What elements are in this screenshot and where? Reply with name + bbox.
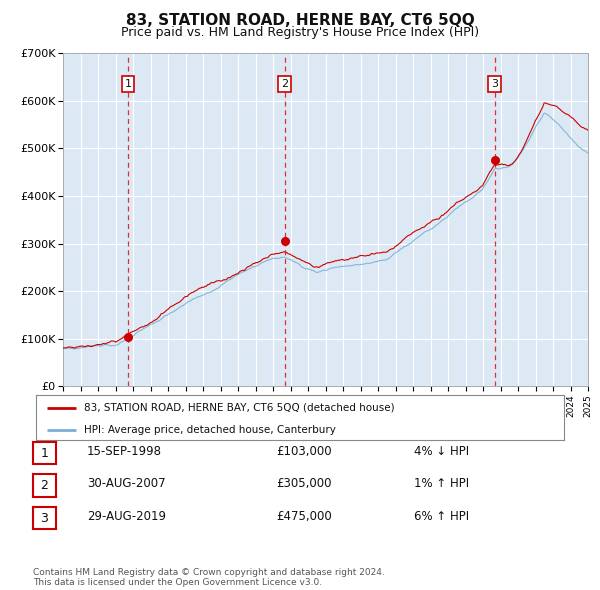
Text: 1: 1 xyxy=(40,447,49,460)
Text: 2: 2 xyxy=(281,79,288,89)
Text: 83, STATION ROAD, HERNE BAY, CT6 5QQ: 83, STATION ROAD, HERNE BAY, CT6 5QQ xyxy=(125,13,475,28)
Text: 3: 3 xyxy=(491,79,498,89)
Text: 29-AUG-2019: 29-AUG-2019 xyxy=(87,510,166,523)
Text: £305,000: £305,000 xyxy=(276,477,331,490)
Text: 1% ↑ HPI: 1% ↑ HPI xyxy=(414,477,469,490)
Text: 30-AUG-2007: 30-AUG-2007 xyxy=(87,477,166,490)
Text: HPI: Average price, detached house, Canterbury: HPI: Average price, detached house, Cant… xyxy=(83,425,335,435)
Text: Contains HM Land Registry data © Crown copyright and database right 2024.
This d: Contains HM Land Registry data © Crown c… xyxy=(33,568,385,587)
Text: 1: 1 xyxy=(124,79,131,89)
Text: Price paid vs. HM Land Registry's House Price Index (HPI): Price paid vs. HM Land Registry's House … xyxy=(121,26,479,39)
Text: 15-SEP-1998: 15-SEP-1998 xyxy=(87,445,162,458)
Text: 2: 2 xyxy=(40,479,49,492)
Text: £475,000: £475,000 xyxy=(276,510,332,523)
Text: 83, STATION ROAD, HERNE BAY, CT6 5QQ (detached house): 83, STATION ROAD, HERNE BAY, CT6 5QQ (de… xyxy=(83,403,394,412)
Text: 3: 3 xyxy=(40,512,49,525)
Text: 4% ↓ HPI: 4% ↓ HPI xyxy=(414,445,469,458)
Text: 6% ↑ HPI: 6% ↑ HPI xyxy=(414,510,469,523)
Text: £103,000: £103,000 xyxy=(276,445,332,458)
